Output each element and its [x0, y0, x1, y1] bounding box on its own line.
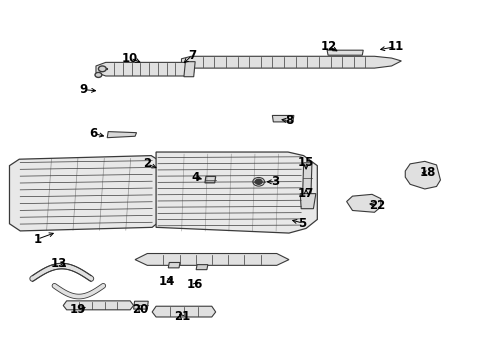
- Text: 6: 6: [89, 127, 98, 140]
- Circle shape: [95, 72, 102, 77]
- Polygon shape: [300, 194, 316, 209]
- Polygon shape: [272, 116, 294, 122]
- Polygon shape: [157, 164, 167, 170]
- Polygon shape: [405, 161, 441, 189]
- Text: 19: 19: [70, 303, 86, 316]
- Polygon shape: [205, 176, 216, 183]
- Polygon shape: [9, 156, 164, 231]
- Text: 16: 16: [187, 278, 203, 291]
- Text: 10: 10: [122, 51, 138, 64]
- Text: 21: 21: [174, 310, 191, 324]
- Text: 15: 15: [298, 156, 314, 169]
- Text: 14: 14: [159, 275, 175, 288]
- Circle shape: [98, 66, 106, 72]
- Text: 20: 20: [132, 303, 148, 316]
- Polygon shape: [327, 50, 363, 55]
- Polygon shape: [196, 265, 208, 270]
- Text: 13: 13: [50, 257, 67, 270]
- Polygon shape: [134, 301, 148, 309]
- Text: 3: 3: [271, 175, 279, 188]
- Polygon shape: [152, 306, 216, 317]
- Polygon shape: [181, 56, 401, 68]
- Text: 7: 7: [188, 49, 196, 62]
- Polygon shape: [135, 253, 289, 265]
- Polygon shape: [96, 62, 194, 76]
- Text: 8: 8: [285, 114, 293, 127]
- Text: 9: 9: [80, 83, 88, 96]
- Text: 11: 11: [388, 40, 404, 53]
- Polygon shape: [346, 194, 381, 212]
- Circle shape: [255, 179, 262, 184]
- Polygon shape: [63, 301, 134, 310]
- Polygon shape: [156, 152, 318, 233]
- Polygon shape: [107, 132, 137, 138]
- Polygon shape: [303, 163, 312, 194]
- Text: 17: 17: [298, 187, 314, 200]
- Text: 2: 2: [143, 157, 151, 170]
- Text: 12: 12: [321, 40, 337, 53]
- Text: 4: 4: [191, 171, 199, 184]
- Text: 1: 1: [33, 233, 41, 246]
- Text: 22: 22: [369, 199, 385, 212]
- Text: 18: 18: [420, 166, 437, 179]
- Polygon shape: [168, 262, 180, 268]
- Polygon shape: [184, 62, 195, 77]
- Text: 5: 5: [298, 216, 307, 230]
